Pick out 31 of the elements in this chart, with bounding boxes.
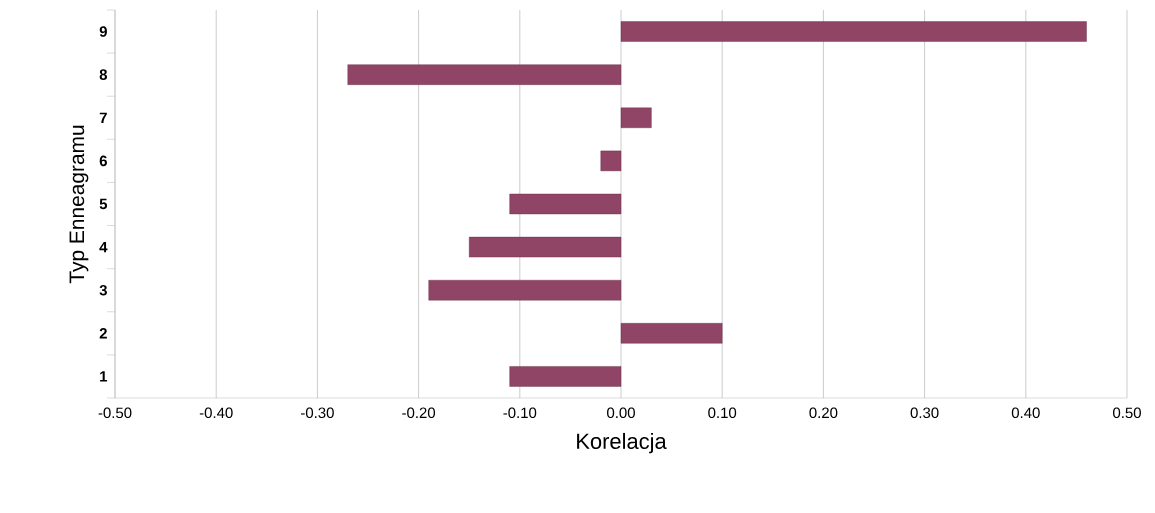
bar	[600, 150, 622, 172]
x-tick-label: 0.00	[607, 407, 635, 419]
x-tick-label: 0.10	[708, 407, 737, 419]
bar	[347, 64, 622, 85]
x-tick-label: -0.20	[402, 407, 436, 419]
bar	[428, 280, 622, 301]
y-tick-label: 4	[99, 241, 108, 253]
y-tick-label: 5	[99, 198, 108, 210]
bar	[620, 323, 723, 344]
y-tick-label: 2	[99, 328, 107, 339]
y-tick-label: 7	[99, 112, 107, 123]
x-axis-title: Korelacja	[577, 432, 667, 454]
x-tick-label: 0.30	[910, 407, 939, 419]
x-tick-label: 0.20	[809, 407, 838, 419]
bar	[509, 193, 622, 215]
y-tick-label: 8	[99, 69, 108, 80]
bar	[620, 107, 652, 128]
x-tick-label: -0.10	[503, 407, 537, 419]
y-axis-title: Typ Enneagramu	[69, 125, 89, 284]
bar	[620, 21, 1087, 42]
x-tick-label: 0.50	[1113, 407, 1141, 419]
y-tick-label: 1	[100, 371, 108, 382]
x-tick-label: 0.40	[1011, 407, 1040, 419]
x-tick-label: -0.30	[301, 407, 334, 419]
bar	[509, 366, 622, 387]
x-tick-label: -0.50	[98, 407, 132, 419]
x-tick-label: -0.40	[199, 407, 233, 419]
bar	[469, 236, 622, 258]
y-tick-label: 6	[99, 155, 107, 167]
y-tick-label: 3	[99, 284, 107, 296]
y-tick-label: 9	[99, 26, 107, 37]
